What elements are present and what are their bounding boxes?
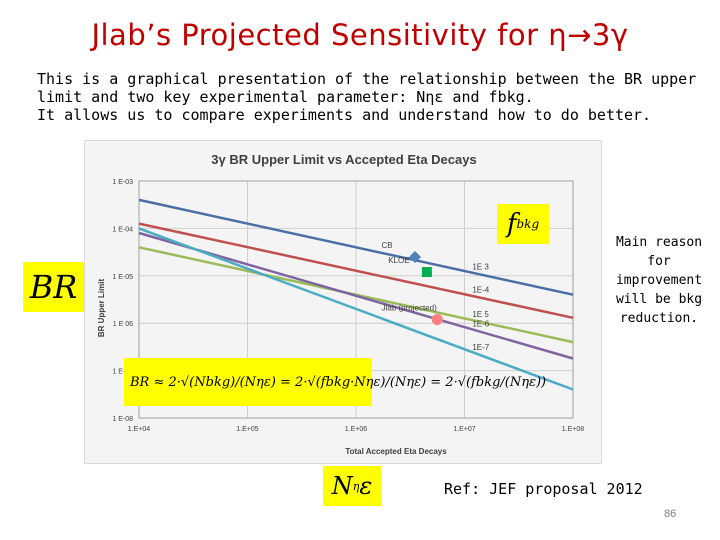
series-line (138, 227, 574, 391)
intro-line-3: It allows us to compare experiments and … (37, 106, 652, 124)
chart-title: 3γ BR Upper Limit vs Accepted Eta Decays (211, 152, 476, 167)
series-label: 1E 3 (472, 262, 489, 271)
data-point-marker (431, 313, 443, 325)
series-line (138, 198, 574, 296)
br-symbol: BR (29, 268, 78, 306)
page-number: 86 (664, 508, 677, 520)
series-line (138, 222, 574, 320)
series-label: 1E-4 (472, 286, 489, 295)
neta-subscript: η (352, 479, 360, 493)
data-point-marker (409, 250, 422, 263)
plot-area (138, 180, 574, 419)
data-point-marker (421, 267, 432, 278)
x-tick-label: 1.E+06 (345, 426, 367, 433)
y-tick-label: 1 E-08 (112, 416, 133, 423)
y-tick-label: 1 E-03 (112, 179, 133, 186)
y-tick-label: 1 E-04 (112, 226, 133, 233)
neta-epsilon: ε (359, 472, 373, 500)
improvement-note: Main reason for improvement will be bkg … (615, 235, 703, 326)
br-symbol-box: BR (23, 262, 84, 312)
data-point-label: CB (381, 241, 392, 250)
y-tick-label: 1 E 06 (113, 321, 133, 328)
y-tick-label: 1 E-05 (112, 274, 133, 281)
br-formula-box: BR ≈ 2·√(Nbkg)/(Nηε) = 2·√(fbkg·Nηε)/(Nη… (124, 358, 546, 406)
intro-text: This is a graphical presentation of the … (37, 70, 717, 124)
fbkg-symbol: f (506, 209, 517, 239)
series-label: 1E-6 (472, 320, 489, 329)
chart-frame: 3γ BR Upper Limit vs Accepted Eta Decays… (84, 140, 602, 464)
br-formula: BR ≈ 2·√(Nbkg)/(Nηε) = 2·√(fbkg·Nηε)/(Nη… (130, 374, 547, 390)
neta-symbol: N (331, 472, 353, 500)
intro-line-1: This is a graphical presentation of the … (37, 70, 697, 88)
chart-ylabel: BR Upper Limit (97, 279, 106, 338)
y-tick-label: 1 E-07 (112, 369, 133, 376)
chart-xlabel: Total Accepted Eta Decays (345, 447, 447, 456)
x-tick-label: 1.E+07 (453, 426, 475, 433)
series-label: 1E-7 (472, 343, 489, 352)
series-label: 1E 5 (472, 310, 489, 319)
x-tick-label: 1.E+08 (562, 426, 584, 433)
x-tick-label: 1.E+04 (128, 426, 150, 433)
reference: Ref: JEF proposal 2012 (444, 480, 643, 498)
data-point-label: Jlab (projected) (382, 303, 437, 312)
intro-line-2: limit and two key experimental parameter… (37, 88, 534, 106)
x-tick-label: 1.E+05 (236, 426, 258, 433)
data-point-label: KLOE (388, 256, 409, 265)
fbkg-subscript: bkg (516, 217, 540, 231)
fbkg-symbol-box: f bkg (497, 204, 549, 244)
slide-title: Jlab’s Projected Sensitivity for η→3γ (91, 18, 629, 52)
sensitivity-chart: 3γ BR Upper Limit vs Accepted Eta Decays… (97, 152, 584, 456)
